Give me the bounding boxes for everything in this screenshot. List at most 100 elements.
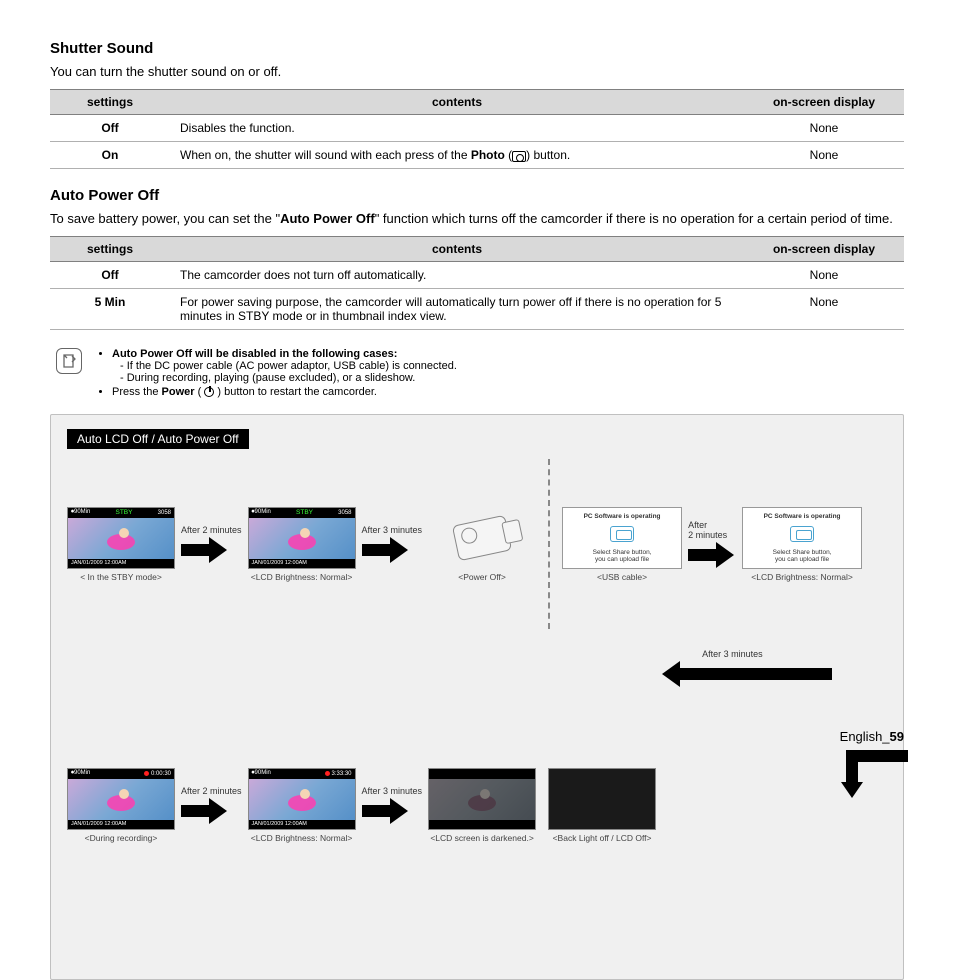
cell-content: For power saving purpose, the camcorder …	[170, 289, 744, 330]
arrow-icon	[362, 537, 410, 563]
note-bold: Auto Power Off will be disabled in the f…	[112, 348, 397, 360]
note-sub: - If the DC power cable (AC power adapto…	[112, 360, 457, 372]
th-display: on-screen display	[744, 237, 904, 262]
pc-card: PC Software is operating Select Share bu…	[742, 507, 862, 569]
osd-text: ⏺90Min	[252, 509, 271, 516]
osd-text: 0:00:30	[151, 771, 171, 777]
page-footer: English_59	[840, 729, 904, 744]
th-display: on-screen display	[744, 90, 904, 115]
thumb-lcd-off	[548, 768, 656, 830]
arrow-label: After 3 minutes	[362, 525, 423, 535]
note-icon	[56, 348, 82, 374]
thumb-label: <Back Light off / LCD Off>	[548, 833, 656, 843]
bold-text: Power	[162, 386, 195, 398]
auto-power-off-heading: Auto Power Off	[50, 187, 904, 204]
th-contents: contents	[170, 90, 744, 115]
arrow-icon	[362, 798, 410, 824]
cell-setting: 5 Min	[50, 289, 170, 330]
cell-content: Disables the function.	[170, 115, 744, 142]
pc-text: you can upload file	[593, 556, 652, 563]
text: When on, the shutter will sound with eac…	[180, 148, 471, 162]
note-body: Auto Power Off will be disabled in the f…	[96, 348, 457, 400]
arrow-label: After 3 minutes	[362, 786, 423, 796]
osd-text: ⏺90Min	[71, 770, 90, 777]
osd-date: JAN/01/2009 12:00AM	[249, 820, 355, 829]
osd-date: JAN/01/2009 12:00AM	[68, 559, 174, 568]
camcorder-icon	[432, 507, 532, 569]
thumb-label: <LCD Brightness: Normal>	[748, 572, 856, 582]
pc-text: you can upload file	[773, 556, 832, 563]
osd-text: ⏺90Min	[252, 770, 271, 777]
rec-dot-icon	[144, 771, 149, 776]
bold-text: Photo	[471, 148, 505, 162]
thumb-label: <USB cable>	[568, 572, 676, 582]
arrow-label: After 2 minutes	[181, 786, 242, 796]
cell-content: When on, the shutter will sound with eac…	[170, 142, 744, 169]
th-settings: settings	[50, 237, 170, 262]
th-contents: contents	[170, 237, 744, 262]
shutter-sound-heading: Shutter Sound	[50, 40, 904, 57]
cell-display: None	[744, 142, 904, 169]
thumb-lcd-normal-2: ⏺90Min 3:33:30 JAN/01/2009 12:00AM	[248, 768, 356, 830]
cell-display: None	[744, 115, 904, 142]
osd-stby: STBY	[296, 509, 313, 516]
arrow-wrap: After 3 minutes	[362, 786, 423, 824]
cell-setting: Off	[50, 115, 170, 142]
table-row: Off Disables the function. None	[50, 115, 904, 142]
arrow-label: After 2 minutes	[181, 525, 242, 535]
thumb-label: <LCD Brightness: Normal>	[248, 572, 356, 582]
thumb-label: < In the STBY mode>	[67, 572, 175, 582]
pc-card: PC Software is operating Select Share bu…	[562, 507, 682, 569]
rec-dot-icon	[325, 771, 330, 776]
osd-text: 3058	[158, 510, 171, 516]
arrow-wrap: After 3 minutes	[662, 649, 832, 961]
thumb-recording: ⏺90Min 0:00:30 JAN/01/2009 12:00AM	[67, 768, 175, 830]
arrow-label: After	[688, 520, 707, 530]
diagram-title: Auto LCD Off / Auto Power Off	[67, 429, 249, 449]
thumb-lcd-normal: ⏺90Min STBY 3058 JAN/01/2009 12:00AM	[248, 507, 356, 569]
text: To save battery power, you can set the "	[50, 211, 280, 226]
osd-text: 3058	[338, 510, 351, 516]
thumb-label: <During recording>	[67, 833, 175, 843]
pc-text: PC Software is operating	[584, 513, 661, 520]
bent-arrow-icon	[838, 750, 908, 800]
auto-power-off-table: settings contents on-screen display Off …	[50, 236, 904, 330]
cell-display: None	[744, 289, 904, 330]
cell-content: The camcorder does not turn off automati…	[170, 262, 744, 289]
arrow-wrap: After2 minutes	[688, 520, 736, 568]
arrow-icon	[181, 537, 229, 563]
diagram-box: Auto LCD Off / Auto Power Off ⏺90Min STBY…	[50, 414, 904, 980]
th-settings: settings	[50, 90, 170, 115]
table-row: Off The camcorder does not turn off auto…	[50, 262, 904, 289]
auto-power-off-desc: To save battery power, you can set the "…	[50, 210, 904, 228]
flow-row-2: ⏺90Min 0:00:30 JAN/01/2009 12:00AM <Durin…	[67, 649, 887, 961]
arrow-label: 2 minutes	[688, 530, 727, 540]
thumb-label: <LCD Brightness: Normal>	[248, 833, 356, 843]
thumb-label: <LCD screen is darkened.>	[428, 833, 536, 843]
cell-setting: On	[50, 142, 170, 169]
note-sub: - During recording, playing (pause exclu…	[112, 372, 457, 384]
pc-text: Select Share button,	[773, 549, 832, 556]
text: Press the	[112, 386, 162, 398]
pc-text: PC Software is operating	[764, 513, 841, 520]
osd-stby: STBY	[116, 509, 133, 516]
arrow-icon	[688, 542, 736, 568]
text: " function which turns off the camcorder…	[375, 211, 893, 226]
arrow-back-icon	[662, 661, 832, 961]
arrow-wrap: After 2 minutes	[181, 786, 242, 824]
pc-icon	[790, 526, 814, 542]
footer-page: 59	[890, 729, 904, 744]
osd-date: JAN/01/2009 12:00AM	[68, 820, 174, 829]
osd-text: 3:33:30	[332, 771, 352, 777]
bold-text: Auto Power Off	[280, 211, 375, 226]
divider	[548, 459, 550, 629]
power-icon	[204, 387, 214, 397]
cell-display: None	[744, 262, 904, 289]
arrow-icon	[181, 798, 229, 824]
arrow-label: After 3 minutes	[702, 649, 763, 659]
arrow-wrap: After 2 minutes	[181, 525, 242, 563]
cell-setting: Off	[50, 262, 170, 289]
thumb-label: <Power Off>	[428, 572, 536, 582]
pc-text: Select Share button,	[593, 549, 652, 556]
osd-date: JAN/01/2009 12:00AM	[249, 559, 355, 568]
